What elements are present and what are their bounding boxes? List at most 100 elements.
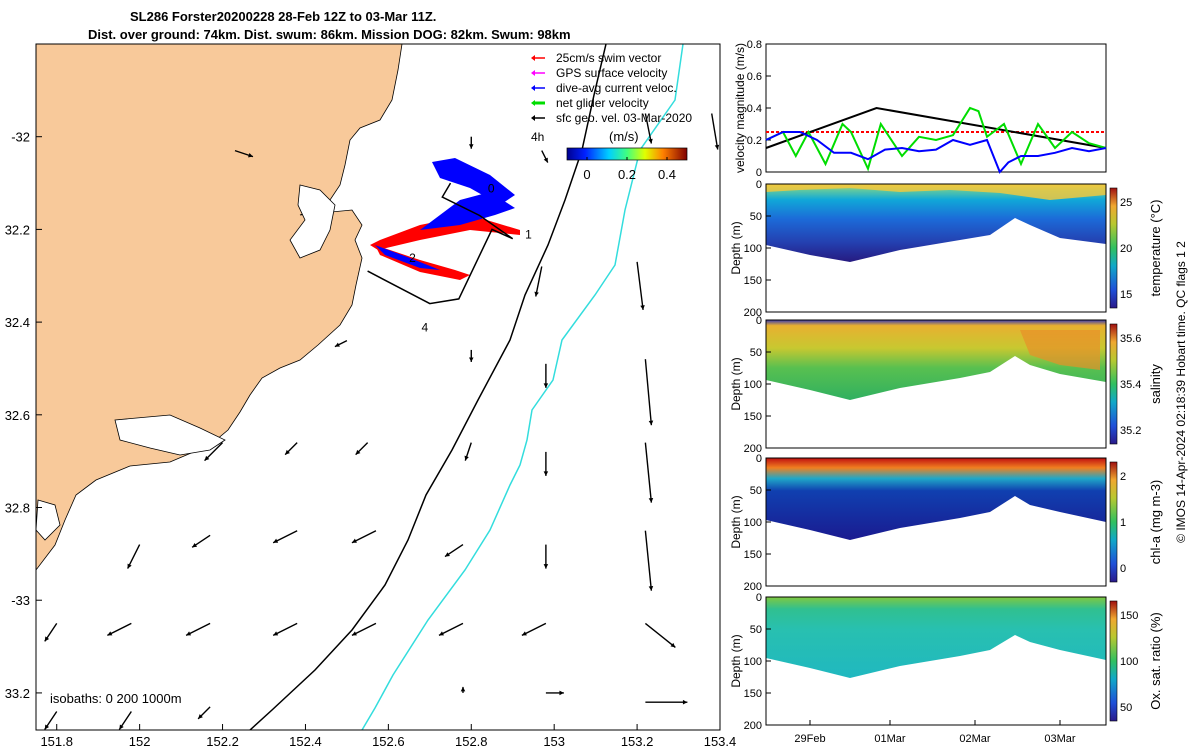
geo-vector — [469, 136, 474, 149]
legend-item: net glider velocity — [531, 96, 649, 110]
map-y-tick-label: 32.8 — [5, 501, 30, 516]
map-frame — [35, 43, 721, 731]
section-y-tick-label: 50 — [750, 485, 762, 497]
section-colorbar-tick-label: 15 — [1120, 289, 1132, 301]
legend-label: GPS surface velocity — [556, 66, 667, 80]
section-y-tick-label: 0 — [756, 315, 762, 327]
velocity-panel: 0 0.2 0.4 0.6 0.8 velocity magnitude (m/s) — [733, 39, 1107, 179]
geo-vector — [438, 622, 464, 637]
legend-label: sfc geo. vel. 03-Mar-2020 — [556, 111, 692, 125]
velocity-series-line — [765, 106, 1107, 149]
geo-vector — [541, 150, 549, 163]
section-colorbar — [1109, 461, 1118, 583]
section-axes: 0 50 100 150 200 Depth (m) 25 20 15 temperature (… — [729, 179, 1163, 319]
map-y-axis: -32 32.2 32.4 32.6 32.8 -33 33.2 — [5, 130, 42, 701]
map-y-tick-label: 32.2 — [5, 222, 30, 237]
map-x-tick-label: 152 — [129, 734, 151, 749]
section-y-tick-label: 200 — [744, 443, 762, 455]
geo-vector — [118, 711, 132, 730]
velocity-y-tick-label: 0.2 — [747, 135, 762, 147]
geo-vector — [355, 442, 369, 456]
chl-field — [766, 458, 1106, 540]
geo-vector — [444, 544, 464, 558]
legend-label: net glider velocity — [556, 96, 649, 110]
section-colorbar-tick-label: 100 — [1120, 656, 1138, 668]
map-x-tick-label: 153.4 — [704, 734, 737, 749]
title-line-1: SL286 Forster20200228 28-Feb 12Z to 03-M… — [130, 9, 437, 24]
geo-vector — [644, 359, 654, 426]
section-colorbar — [1109, 600, 1118, 722]
isobath-200 — [249, 44, 607, 730]
geo-vector — [545, 690, 564, 696]
map-x-tick-label: 152.8 — [455, 734, 488, 749]
map-y-tick-label: 33.2 — [5, 686, 30, 701]
geo-vector — [272, 530, 298, 544]
geo-vector-field — [44, 113, 720, 730]
section-y-tick-label: 200 — [744, 720, 762, 732]
section-ylabel: Depth (m) — [729, 221, 743, 274]
track-label: 1 — [525, 228, 532, 242]
geo-vector — [284, 442, 298, 456]
geo-vector — [644, 113, 653, 144]
geo-vector — [534, 266, 543, 297]
map-x-tick-label: 152.2 — [206, 734, 239, 749]
section-y-tick-label: 200 — [744, 581, 762, 593]
section-y-tick-label: 50 — [750, 347, 762, 359]
section-colorbar-tick-label: 50 — [1120, 702, 1132, 714]
geo-vector — [636, 261, 645, 310]
section-y-tick-label: 150 — [744, 688, 762, 700]
section-colorbar-tick-label: 20 — [1120, 243, 1132, 255]
legend-label: 25cm/s swim vector — [556, 51, 661, 65]
section-y-tick-label: 50 — [750, 624, 762, 636]
section-y-tick-label: 150 — [744, 275, 762, 287]
map-y-tick-label: 32.6 — [5, 408, 30, 423]
lake — [114, 414, 226, 456]
colorbar-unit: (m/s) — [609, 129, 639, 144]
geo-vector — [351, 530, 377, 544]
swim-vector-cloud — [370, 215, 520, 250]
section-y-tick-label: 100 — [744, 656, 762, 668]
current-vector-cloud — [420, 192, 515, 230]
current-vector-cloud — [432, 158, 515, 205]
current-vector-cloud — [375, 245, 440, 270]
velocity-y-tick-label: 0.4 — [747, 103, 762, 115]
lake — [289, 184, 336, 259]
isobath-1000 — [361, 44, 684, 730]
section-colorbar-label: temperature (°C) — [1148, 200, 1163, 297]
velocity-y-tick-label: 0.6 — [747, 71, 762, 83]
geo-vector — [543, 363, 549, 388]
geo-vector — [644, 442, 654, 503]
geo-vector — [644, 622, 676, 648]
map-y-tick-label: -33 — [11, 593, 30, 608]
section-y-tick-label: 150 — [744, 549, 762, 561]
section-y-tick-label: 100 — [744, 379, 762, 391]
map-x-tick-label: 151.8 — [40, 734, 73, 749]
oxygen-section — [766, 597, 1106, 678]
geo-vector — [460, 686, 466, 693]
oxygen-field — [766, 597, 1106, 678]
section-x-tick-label: 29Feb — [794, 733, 825, 745]
geo-vector — [44, 623, 58, 642]
track-labels: 0 1 2 4 — [409, 181, 532, 334]
velocity-frame — [765, 43, 1107, 173]
section-y-tick-label: 0 — [756, 453, 762, 465]
copyright-note: © IMOS 14-Apr-2024 02:18:39 Hobart time.… — [1174, 241, 1188, 543]
map-y-tick-label: 32.4 — [5, 315, 30, 330]
geo-vector — [644, 530, 654, 591]
scatter-swim — [370, 215, 520, 280]
track-label: 2 — [409, 251, 416, 265]
velocity-series-line — [765, 106, 1107, 172]
section-y-tick-label: 200 — [744, 307, 762, 319]
section-y-tick-label: 0 — [756, 592, 762, 604]
section-colorbar — [1109, 187, 1118, 309]
geo-vector — [234, 149, 254, 158]
geo-vector — [334, 340, 348, 348]
section-x-tick-label: 02Mar — [959, 733, 991, 745]
isobaths-label: isobaths: 0 200 1000m — [50, 691, 182, 706]
map-x-tick-label: 153.2 — [621, 734, 654, 749]
legend-item: dive-avg current veloc. — [531, 81, 677, 95]
legend-item: GPS surface velocity — [531, 66, 667, 80]
